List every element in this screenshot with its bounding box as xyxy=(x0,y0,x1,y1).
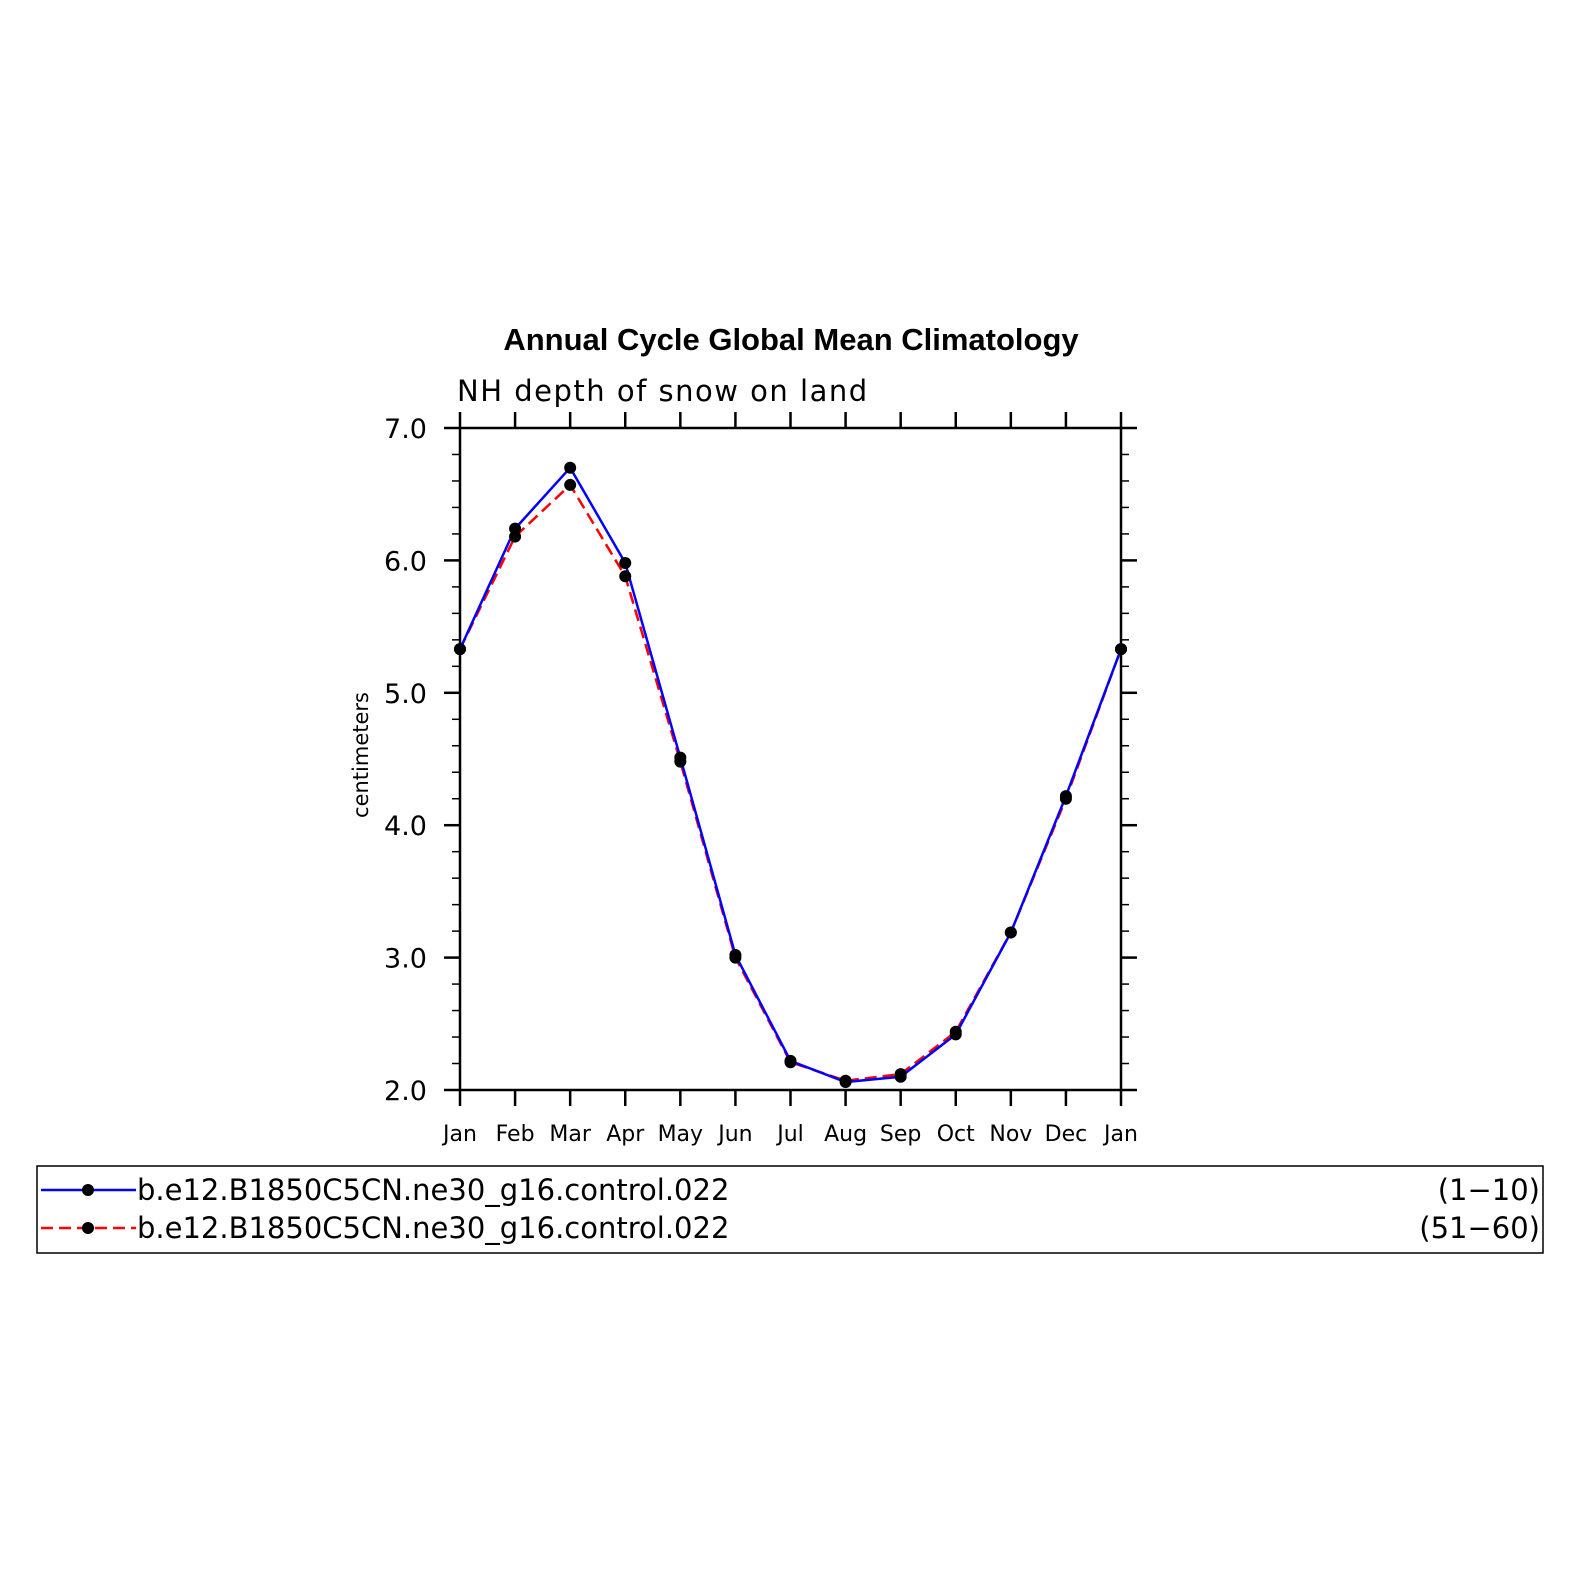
data-point xyxy=(784,1056,797,1069)
x-tick-label: Mar xyxy=(549,1122,591,1147)
x-tick-label: Jun xyxy=(716,1122,752,1147)
data-point xyxy=(1004,926,1017,939)
x-tick-label: Jan xyxy=(1102,1122,1138,1147)
y-tick-label: 4.0 xyxy=(384,811,427,842)
axis-ticks xyxy=(444,412,1137,1106)
x-tick-label: Oct xyxy=(937,1122,975,1147)
y-tick-label: 7.0 xyxy=(384,414,427,445)
data-point xyxy=(564,478,577,491)
x-tick-label: Nov xyxy=(989,1122,1032,1147)
x-tick-labels: Jan Feb Mar Apr May Jun Jul Aug Sep Oct Nov Dec Jan xyxy=(441,1122,1138,1147)
x-tick-label: May xyxy=(658,1122,703,1147)
data-point xyxy=(1059,792,1072,805)
legend-marker xyxy=(82,1222,94,1234)
data-point xyxy=(839,1074,852,1087)
y-tick-label: 3.0 xyxy=(384,944,427,975)
data-point xyxy=(894,1068,907,1081)
legend-frame xyxy=(36,1165,1544,1254)
x-tick-label: Sep xyxy=(880,1122,921,1147)
x-tick-label: Feb xyxy=(496,1122,535,1147)
series-line xyxy=(458,465,1123,1084)
y-axis-label: centimeters xyxy=(349,692,373,818)
chart-title: Annual Cycle Global Mean Climatology xyxy=(503,322,1079,357)
chart-subtitle: NH depth of snow on land xyxy=(457,374,869,408)
data-point xyxy=(509,530,522,543)
y-tick-label: 6.0 xyxy=(384,546,427,577)
legend-range: (1−10) xyxy=(1438,1173,1540,1207)
y-tick-label: 2.0 xyxy=(384,1076,427,1107)
x-tick-label: Aug xyxy=(824,1122,867,1147)
legend-label: b.e12.B1850C5CN.ne30_g16.control.022 xyxy=(137,1211,729,1245)
x-tick-label: Jan xyxy=(441,1122,477,1147)
data-point xyxy=(619,570,632,583)
legend-marker xyxy=(82,1184,94,1196)
data-point xyxy=(949,1025,962,1038)
legend-label: b.e12.B1850C5CN.ne30_g16.control.022 xyxy=(137,1173,729,1207)
x-tick-label: Apr xyxy=(606,1122,645,1147)
x-tick-label: Dec xyxy=(1045,1122,1088,1147)
series-line xyxy=(458,482,1123,1083)
y-tick-labels: 2.0 3.0 4.0 5.0 6.0 7.0 xyxy=(384,414,427,1107)
y-tick-label: 5.0 xyxy=(384,679,427,710)
data-point xyxy=(564,461,577,474)
legend-range: (51−60) xyxy=(1419,1211,1540,1245)
data-point xyxy=(729,951,742,964)
data-point xyxy=(619,557,632,570)
series-lines xyxy=(454,461,1127,1089)
legend: b.e12.B1850C5CN.ne30_g16.control.022 (1−1… xyxy=(36,1165,1544,1254)
data-point xyxy=(674,755,687,768)
plot-frame xyxy=(458,426,1123,1092)
x-tick-label: Jul xyxy=(775,1122,804,1147)
